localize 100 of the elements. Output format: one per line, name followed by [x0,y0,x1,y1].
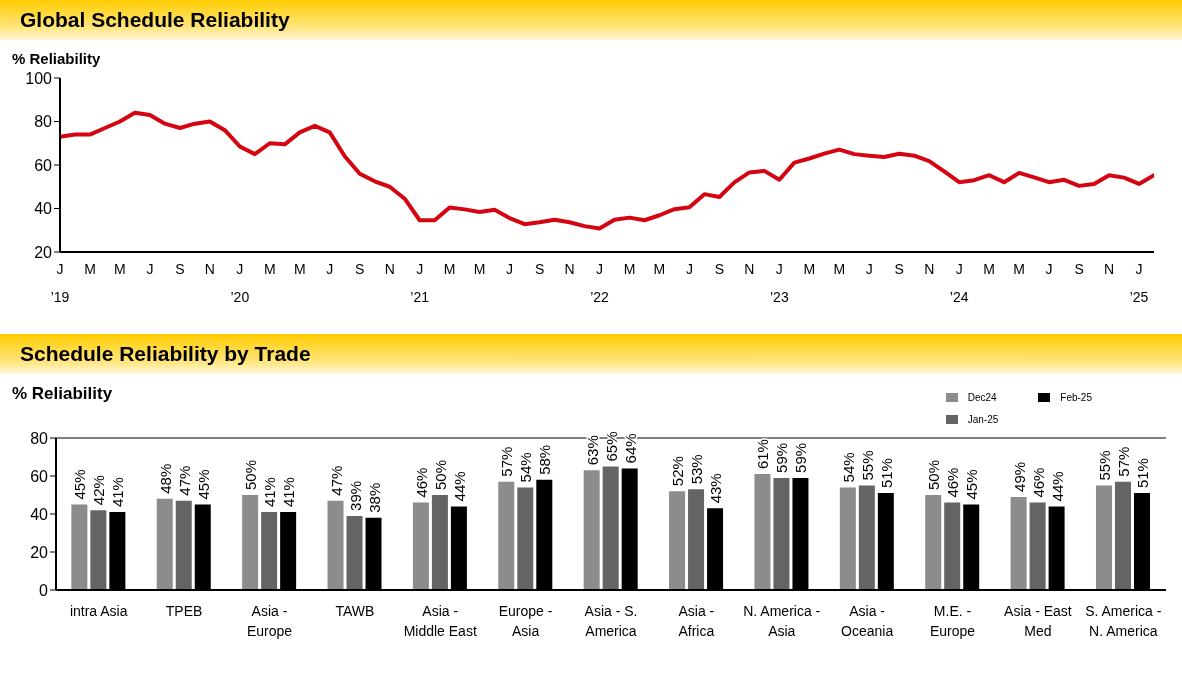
x-tick-label: N [204,261,215,277]
x-tick-label: J ’24 [949,261,969,305]
data-label: 54% [517,452,535,483]
y-tick-label: 40 [34,200,53,218]
data-label: 46% [944,467,962,498]
x-tick-label: intra Asia [69,603,128,619]
x-tick-label: M [983,261,995,277]
x-tick-label: J ’25 [1129,261,1149,305]
bar [156,498,173,590]
bar [346,515,363,590]
bar [1114,481,1131,590]
y-tick-label: 40 [30,505,49,523]
y-tick-label: 80 [30,429,49,447]
x-tick-label: M [84,261,96,277]
x-tick-label: N [744,261,755,277]
data-label: 43% [707,473,725,504]
y-axis-title: % Reliability [12,50,101,67]
data-label: 41% [261,477,279,508]
data-label: 47% [175,465,193,496]
bar [754,474,771,590]
data-label: 57% [498,446,516,477]
bar [925,495,942,590]
x-tick-label: TPEB [165,603,203,619]
x-tick-label: M [293,261,306,277]
data-label: 57% [1114,446,1132,477]
x-tick-label: Asia - S. America [584,603,638,639]
bar [944,502,961,590]
x-tick-label: J [506,261,514,277]
chart-title: Global Schedule Reliability [0,0,1182,40]
y-tick-label: 60 [30,467,49,485]
x-tick-label: M [473,261,486,277]
bar [498,481,515,590]
y-tick-label: 80 [34,113,53,131]
x-tick-label: J ’21 [410,261,430,305]
x-tick-label: J [685,261,693,277]
data-label: 58% [536,444,554,475]
data-label: 45% [71,469,89,500]
x-tick-label: N [384,261,395,277]
bar [858,485,875,590]
data-label: 46% [412,467,430,498]
x-tick-label: J [326,261,334,277]
data-label: 52% [669,456,687,487]
x-tick-label: S. America - N. America [1085,603,1162,639]
x-tick-label: Asia - Europe [246,603,293,639]
x-tick-label: S [894,261,904,277]
data-label: 59% [773,442,791,473]
data-label: 50% [242,459,260,490]
chart-title: Schedule Reliability by Trade [0,334,1182,374]
bar [669,491,686,590]
x-tick-label: TAWB [335,603,375,619]
x-tick-label: M [803,261,816,277]
data-label: 50% [925,459,943,490]
bar [242,495,259,590]
bar [90,510,107,590]
x-tick-label: S [534,261,545,277]
legend-label: Feb-25 [1060,391,1092,403]
data-label: 41% [109,477,127,508]
data-label: 45% [194,469,212,500]
data-label: 49% [1010,461,1028,492]
data-label: 41% [280,477,298,508]
data-label: 63% [583,435,601,466]
x-tick-label: M [1013,261,1025,277]
x-tick-label: M [114,261,126,277]
bar [688,489,705,590]
data-label: 42% [90,475,108,506]
x-tick-label: M [263,261,276,277]
y-tick-label: 100 [25,69,53,87]
x-tick-label: N [564,261,575,277]
x-tick-label: N. America - Asia [743,603,821,639]
legend-label: Dec24 [967,391,997,403]
bar [1029,502,1046,590]
data-label: 51% [1133,458,1151,489]
bar [412,502,429,590]
bar [583,470,600,590]
data-label: 65% [602,431,620,462]
x-tick-label: J ’20 [230,261,250,305]
line-series [60,110,1154,231]
x-tick-label: J ’19 [50,261,70,305]
x-tick-label: M [443,261,456,277]
x-tick-label: S [714,261,725,277]
x-tick-label: M [833,261,846,277]
data-label: 54% [839,452,857,483]
x-tick-label: Europe - Asia [498,603,553,639]
y-tick-label: 20 [34,243,53,261]
data-label: 46% [1029,467,1047,498]
data-label: 53% [688,454,706,485]
bar [839,487,856,590]
y-axis-title: % Reliability [12,384,113,403]
x-tick-label: J ’22 [590,261,610,305]
bar [261,512,278,590]
x-tick-label: N [924,261,935,277]
x-tick-label: M [623,261,636,277]
data-label: 39% [346,480,364,511]
data-label: 59% [792,442,810,473]
data-label: 55% [858,450,876,481]
data-label: 44% [450,471,468,502]
x-tick-label: Asia - Middle East [403,603,477,639]
data-label: 61% [754,439,772,470]
data-label: 48% [156,463,174,494]
x-tick-label: S [1074,261,1084,277]
